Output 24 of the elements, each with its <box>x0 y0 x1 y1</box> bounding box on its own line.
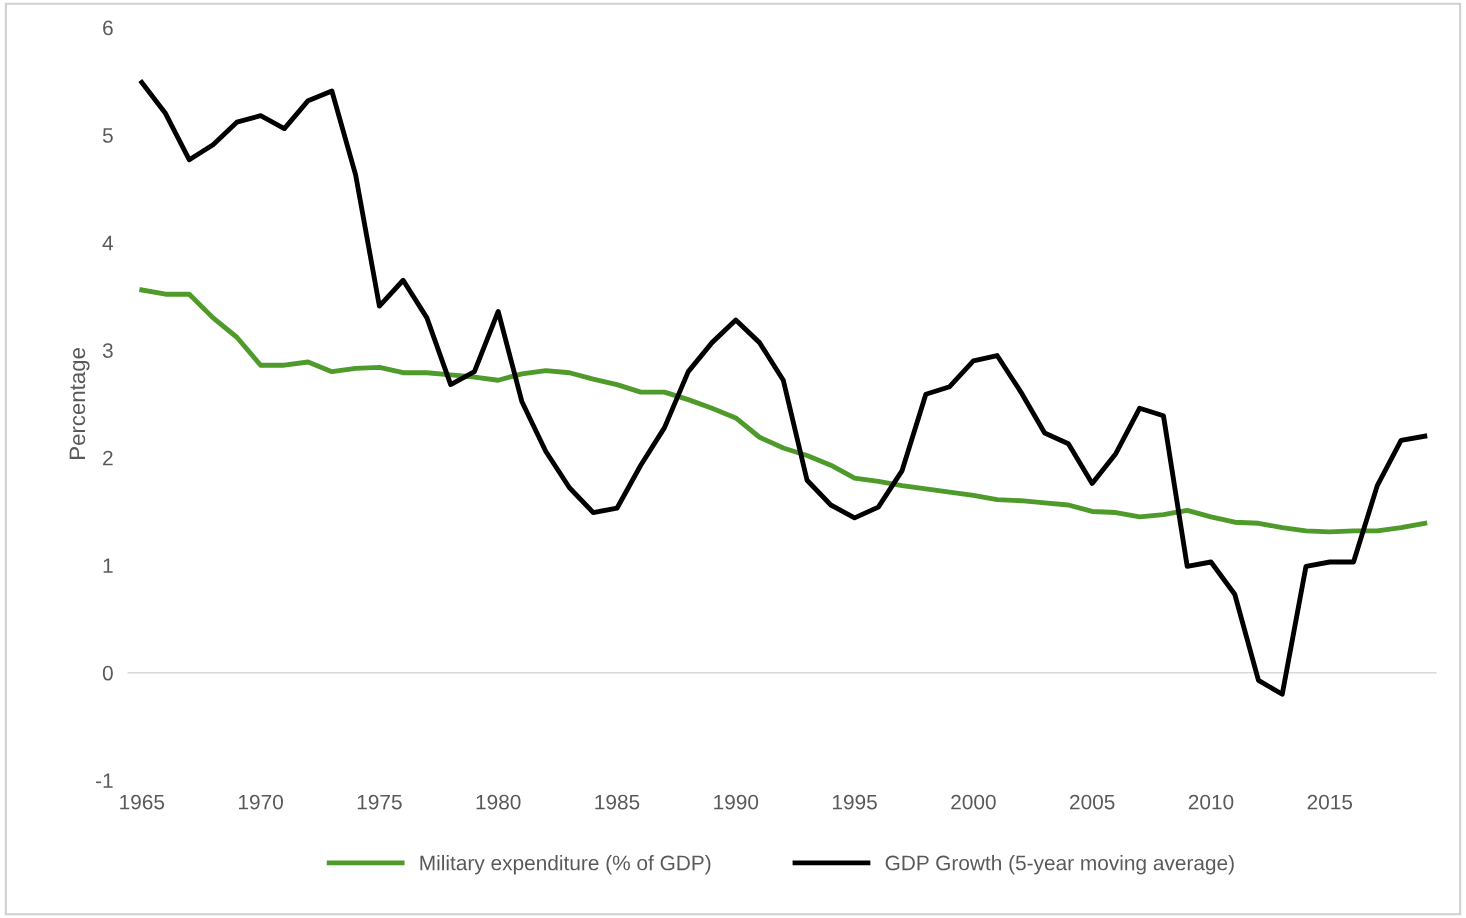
x-tick-label: 2015 <box>1307 794 1353 810</box>
y-tick-label: 3 <box>102 343 113 358</box>
x-tick-label: 1970 <box>239 794 283 810</box>
x-tick-label: 2010 <box>1188 794 1234 810</box>
y-tick-label: 1 <box>103 558 113 573</box>
y-tick-label: -1 <box>96 773 113 788</box>
x-tick-label: 2005 <box>1070 794 1115 810</box>
y-tick-label: 6 <box>103 20 113 36</box>
x-tick-label: 1995 <box>832 794 877 810</box>
y-axis-title: Percentage <box>69 348 90 459</box>
x-tick-label: 1985 <box>595 794 640 810</box>
legend-label: GDP Growth (5-year moving average) <box>885 855 1234 875</box>
line-series <box>139 287 1428 535</box>
x-tick-label: 2000 <box>951 794 996 810</box>
y-tick-label: 4 <box>102 235 114 251</box>
x-tick-label: 1980 <box>476 794 521 810</box>
x-tick-label: 1965 <box>120 794 165 810</box>
x-tick-label: 1975 <box>357 794 402 810</box>
y-tick-label: 2 <box>103 450 113 466</box>
legend-label: Military expenditure (% of GDP) <box>420 855 711 875</box>
y-tick-label: 0 <box>102 665 113 681</box>
x-tick-label: 1990 <box>714 794 759 810</box>
y-tick-label: 5 <box>102 128 113 143</box>
line-series <box>139 79 1428 697</box>
